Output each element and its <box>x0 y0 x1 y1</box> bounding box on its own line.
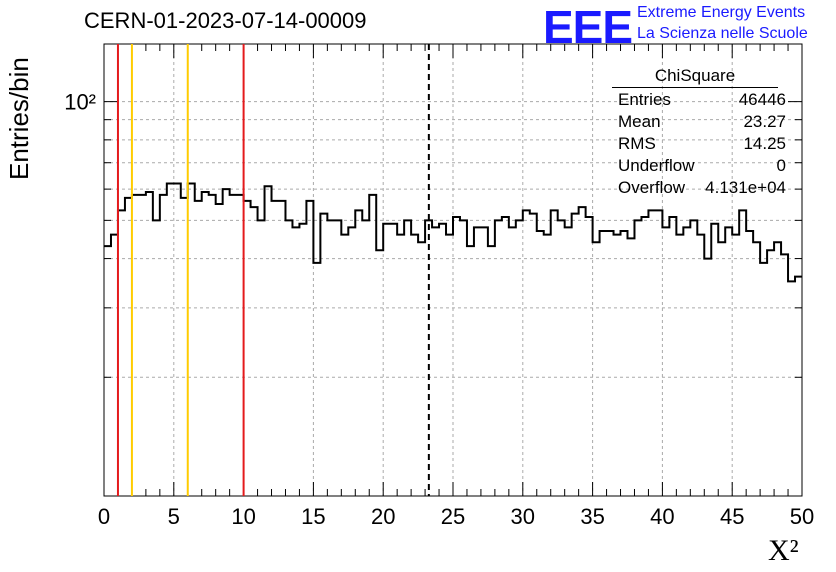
eee-logo: EEE <box>543 1 633 53</box>
stats-row-rms: RMS 14.25 <box>612 134 786 156</box>
y-tick-label: 10² <box>64 90 96 115</box>
x-tick-label: 45 <box>720 504 744 529</box>
stats-value: 4.131e+04 <box>705 178 786 197</box>
histogram-line <box>104 182 802 283</box>
stats-key: Underflow <box>618 156 695 175</box>
stats-key: RMS <box>618 134 656 153</box>
y-axis-label: Entries/bin <box>4 57 34 180</box>
x-tick-label: 30 <box>511 504 535 529</box>
stats-value: 23.27 <box>743 112 786 131</box>
x-tick-label: 0 <box>98 504 110 529</box>
stats-value: 46446 <box>738 90 786 109</box>
stats-box-title: ChiSquare <box>612 66 778 88</box>
x-axis-label: X² <box>768 534 799 567</box>
x-tick-label: 20 <box>371 504 395 529</box>
stats-value: 0 <box>776 156 786 175</box>
stats-key: Entries <box>618 90 671 109</box>
stats-key: Mean <box>618 112 661 131</box>
stats-row-mean: Mean 23.27 <box>612 112 786 134</box>
stats-value: 14.25 <box>743 134 786 153</box>
chart-title: CERN-01-2023-07-14-00009 <box>84 8 367 33</box>
x-tick-label: 25 <box>441 504 465 529</box>
stats-row-underflow: Underflow 0 <box>612 156 786 178</box>
x-tick-label: 40 <box>650 504 674 529</box>
x-tick-label: 35 <box>580 504 604 529</box>
x-tick-label: 5 <box>168 504 180 529</box>
x-tick-label: 15 <box>301 504 325 529</box>
x-tick-label: 10 <box>231 504 255 529</box>
stats-box: ChiSquare Entries 46446 Mean 23.27 RMS 1… <box>612 66 786 200</box>
stats-key: Overflow <box>618 178 686 197</box>
x-tick-label: 50 <box>790 504 814 529</box>
stats-row-entries: Entries 46446 <box>612 90 786 112</box>
logo-text-line1: Extreme Energy Events <box>637 4 806 21</box>
logo-text-line2: La Scienza nelle Scuole <box>637 25 808 42</box>
stats-row-overflow: Overflow 4.131e+04 <box>612 178 786 200</box>
